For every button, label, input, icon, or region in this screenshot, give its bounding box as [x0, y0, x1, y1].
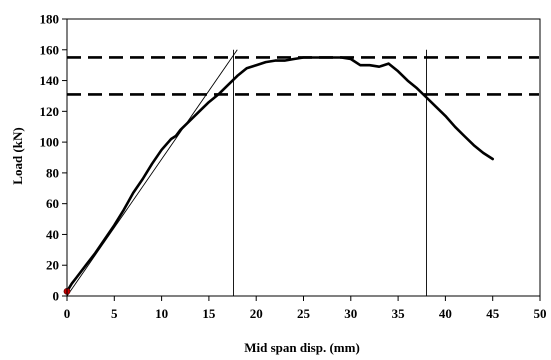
y-tick-label: 40	[46, 227, 59, 242]
y-tick-label: 180	[40, 12, 60, 27]
x-axis-title: Mid span disp. (mm)	[244, 340, 360, 355]
tick-labels: 0 5 10 15 20 25 30 35 40 45 50 0 20 40 60 80 100 120 140 16…	[40, 12, 547, 322]
y-tick-label: 0	[53, 289, 60, 304]
y-axis-title: Load (kN)	[10, 127, 25, 184]
x-tick-label: 30	[344, 306, 357, 321]
y-tick-label: 120	[40, 104, 60, 119]
axes	[62, 18, 541, 301]
y-tick-label: 100	[40, 135, 60, 150]
x-tick-label: 5	[111, 306, 118, 321]
plot-area	[63, 49, 539, 297]
x-tick-label: 10	[155, 306, 168, 321]
x-tick-label: 15	[202, 306, 216, 321]
x-tick-label: 50	[534, 306, 547, 321]
y-tick-label: 140	[40, 73, 60, 88]
secant-line	[66, 49, 238, 297]
x-tick-label: 35	[392, 306, 406, 321]
plot-frame	[66, 18, 541, 297]
y-tick-label: 160	[40, 42, 60, 57]
x-tick-label: 45	[486, 306, 500, 321]
y-tick-label: 60	[46, 196, 59, 211]
y-tick-label: 80	[46, 165, 59, 180]
series-line	[65, 56, 495, 293]
y-tick-label: 20	[46, 258, 59, 273]
x-tick-label: 0	[64, 306, 71, 321]
x-tick-label: 20	[250, 306, 263, 321]
x-tick-label: 40	[439, 306, 452, 321]
x-tick-label: 25	[297, 306, 311, 321]
